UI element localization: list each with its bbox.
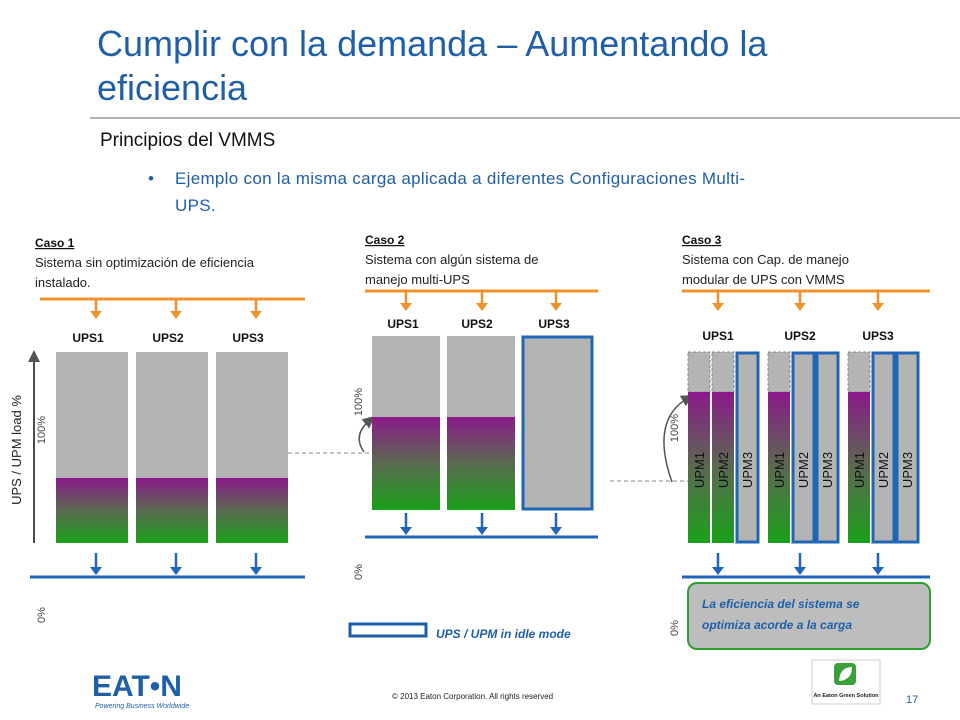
bullet: Ejemplo con la misma carga aplicada a di… [175,169,745,188]
arrow-head [550,303,562,311]
ups-label: UPS3 [538,317,570,331]
upm-label: UPM1 [692,452,707,488]
arrow-head [170,567,182,575]
pct-label: 0% [36,607,48,623]
brand: EAT•N [92,670,182,703]
upm-label: UPM3 [820,452,835,488]
load [688,392,710,543]
arrow-head [550,527,562,535]
upm-idle [735,351,760,544]
upm-idle [791,351,816,544]
title: Cumplir con la demanda – Aumentando la [97,23,768,64]
legend-swatch [348,622,428,638]
upm-idle [815,351,840,544]
arrow-head [476,303,488,311]
case-description: modular de UPS con VMMS [682,272,845,287]
load [712,392,734,543]
arrow-head [476,527,488,535]
case-description: Sistema sin optimización de eficiencia [35,255,255,270]
title: eficiencia [97,67,248,108]
load [768,392,790,543]
arrow-head [400,303,412,311]
arrow-head [712,303,724,311]
arrow-head [872,303,884,311]
upm-label: UPM1 [852,452,867,488]
ups-label: UPS1 [72,331,104,345]
bullet: UPS. [175,196,216,215]
page-number: 17 [906,694,918,706]
leaf [839,667,852,681]
case-description: Sistema con Cap. de manejo [682,252,849,267]
upm-label: UPM2 [876,452,891,488]
pct-label: 0% [353,564,365,580]
arrow-head [712,567,724,575]
arrow-head [90,567,102,575]
case-heading: Caso 3 [682,233,722,247]
load [447,417,515,510]
ups-label: UPS3 [232,331,264,345]
curve-arrow [663,394,694,483]
ups-label: UPS2 [461,317,493,331]
badge-text: An Eaton Green Solution [813,693,879,699]
upm-idle [895,351,920,544]
curve-arrow [358,416,375,453]
case-heading: Caso 2 [365,233,405,247]
load [372,417,440,510]
upm-label: UPM3 [900,452,915,488]
ups-label: UPS1 [702,329,734,343]
callout-box [687,582,931,650]
load [848,392,870,543]
arrow-head [170,311,182,319]
case-description: manejo multi-UPS [365,272,470,287]
arrow-head [250,311,262,319]
upm-idle [871,351,896,544]
copyright: © 2013 Eaton Corporation. All rights res… [392,692,553,701]
upm-bar [847,351,871,393]
legend: UPS / UPM in idle mode [436,627,571,641]
ups-label: UPS3 [862,329,894,343]
ups-label: UPS2 [784,329,816,343]
arrow-head [250,567,262,575]
case-heading: Caso 1 [35,236,75,250]
load [216,478,288,543]
pct-label: 100% [36,416,48,444]
tagline: Powering Business Worldwide [95,703,189,710]
arrow-head [872,567,884,575]
pct-label: 100% [353,388,365,416]
ups-label: UPS1 [387,317,419,331]
pct-label: 0% [669,620,681,636]
upm-bar [711,351,735,393]
ups-label: UPS2 [152,331,184,345]
load [136,478,208,543]
case-description: Sistema con algún sistema de [365,252,538,267]
upm-label: UPM2 [796,452,811,488]
arrow-head [400,527,412,535]
upm-bar [687,351,711,393]
upm-label: UPM1 [772,452,787,488]
upm-label: UPM2 [716,452,731,488]
bullet-dot: • [148,169,154,188]
upm-bar [767,351,791,393]
upm-label: UPM3 [740,452,755,488]
callout: La eficiencia del sistema se [702,597,860,611]
arrow-head [90,311,102,319]
arrow-head [794,567,806,575]
pct-label: 100% [669,414,681,442]
callout: optimiza acorde a la carga [702,618,852,632]
arrow-head [794,303,806,311]
case-description: instalado. [35,275,91,290]
subtitle: Principios del VMMS [100,130,275,151]
ups-idle [521,335,594,511]
axis-label: UPS / UPM load % [9,395,24,505]
load [56,478,128,543]
